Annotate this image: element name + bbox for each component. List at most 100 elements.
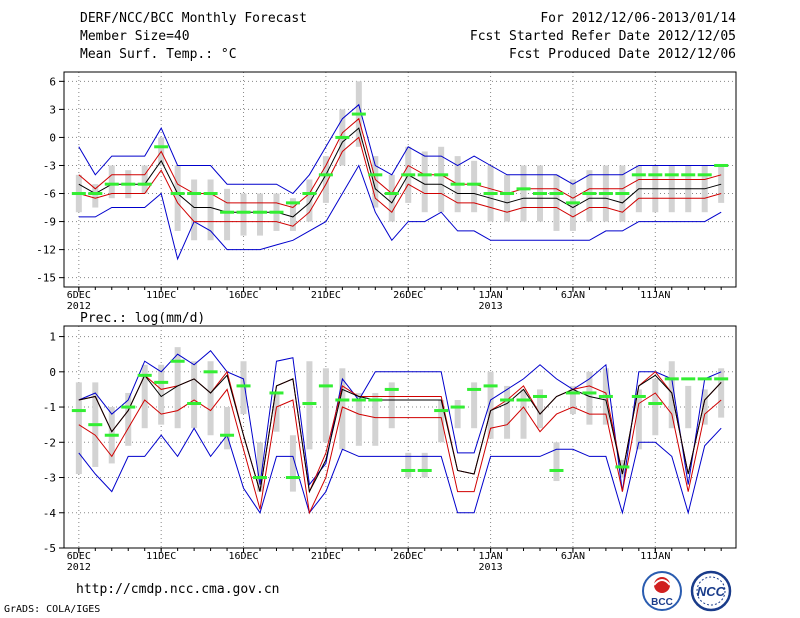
spread-box — [553, 174, 560, 231]
marker-point — [714, 377, 729, 381]
xtick-label: 11DEC — [146, 290, 176, 301]
marker-point — [598, 192, 613, 196]
spread-box — [108, 165, 115, 199]
marker-point — [681, 173, 696, 177]
header-right: For 2012/12/06-2013/01/14 Fcst Started R… — [470, 10, 736, 64]
marker-point — [631, 173, 646, 177]
marker-point — [335, 398, 350, 402]
series-max-line — [78, 349, 722, 492]
spread-box — [372, 156, 379, 208]
spread-box — [454, 400, 461, 429]
marker-point — [137, 373, 152, 377]
spread-box — [174, 165, 181, 231]
marker-point — [434, 173, 449, 177]
marker-point — [71, 192, 86, 196]
spread-box — [652, 378, 659, 436]
spread-box — [619, 459, 626, 478]
source-url[interactable]: http://cmdp.ncc.cma.gov.cn — [76, 582, 280, 597]
ytick-label: -4 — [43, 507, 57, 520]
marker-point — [285, 201, 300, 205]
ncc-logo-text: NCC — [697, 584, 726, 599]
marker-point — [253, 210, 267, 214]
marker-point — [615, 465, 630, 469]
spread-box — [569, 179, 576, 231]
series-min-line — [78, 164, 722, 261]
spread-box — [421, 151, 428, 213]
xtick-label: 16DEC — [228, 290, 258, 301]
marker-point — [417, 468, 432, 472]
marker-point — [104, 182, 119, 186]
spread-box — [257, 193, 263, 236]
xtick-sublabel: 2013 — [479, 562, 503, 573]
marker-point — [648, 173, 663, 177]
marker-point — [565, 391, 580, 395]
ytick-label: -1 — [43, 401, 56, 414]
series-lower-line — [78, 388, 722, 515]
spread-box — [586, 371, 593, 425]
marker-point — [450, 182, 465, 186]
marker-point — [417, 173, 432, 177]
ytick-label: 6 — [49, 75, 56, 88]
marker-point — [203, 192, 218, 196]
marker-point — [533, 394, 547, 398]
marker-point — [368, 398, 383, 402]
marker-point — [401, 173, 416, 177]
spread-box — [504, 385, 511, 439]
marker-point — [565, 201, 580, 205]
spread-box — [240, 193, 247, 236]
spread-box — [306, 179, 313, 222]
spread-box — [405, 452, 412, 478]
spread-box — [224, 407, 231, 450]
marker-point — [253, 476, 267, 480]
xtick-label: 26DEC — [393, 551, 423, 562]
ytick-label: -3 — [43, 472, 56, 485]
spread-box — [273, 392, 280, 432]
marker-point — [697, 377, 712, 381]
spread-box — [421, 452, 428, 478]
series-mean-line — [78, 127, 722, 218]
xtick-label: 11JAN — [640, 551, 670, 562]
marker-point — [664, 173, 679, 177]
spread-box — [701, 389, 708, 425]
forecast-range: For 2012/12/06-2013/01/14 — [540, 11, 736, 26]
marker-point — [434, 409, 449, 413]
ytick-label: -12 — [36, 244, 56, 257]
marker-point — [269, 391, 284, 395]
plot-frame — [63, 325, 737, 549]
marker-point — [121, 182, 136, 186]
marker-point — [401, 468, 416, 472]
marker-point — [170, 192, 185, 196]
marker-point — [220, 433, 235, 437]
spread-box — [520, 389, 527, 439]
ncc-logo: NCC — [690, 570, 732, 612]
ytick-label: -6 — [43, 188, 56, 201]
series-max-line — [78, 103, 722, 195]
variable-label: Mean Surf. Temp.: °C — [80, 47, 237, 62]
marker-point — [483, 192, 498, 196]
spread-box — [438, 400, 445, 443]
forecast-title: DERF/NCC/BCC Monthly Forecast — [80, 11, 307, 26]
forecast-started: Fcst Started Refer Date 2012/12/05 — [469, 29, 736, 44]
spread-box — [586, 170, 593, 222]
spread-box — [207, 179, 214, 241]
marker-point — [384, 387, 399, 391]
ytick-label: -3 — [43, 159, 56, 172]
spread-box — [718, 368, 725, 418]
ytick-label: 3 — [49, 103, 56, 116]
ytick-label: -5 — [43, 542, 56, 555]
spread-box — [635, 389, 642, 450]
ytick-label: 0 — [49, 131, 56, 144]
marker-point — [582, 391, 597, 395]
xtick-label: 16DEC — [228, 551, 258, 562]
ytick-label: -2 — [43, 436, 56, 449]
forecast-produced: Fcst Produced Date 2012/12/06 — [509, 47, 736, 62]
marker-point — [302, 192, 317, 196]
marker-point — [467, 182, 482, 186]
xtick-label: 6JAN — [561, 551, 585, 562]
xtick-sublabel: 2013 — [479, 301, 503, 312]
grads-credit: GrADS: COLA/IGES — [4, 604, 101, 615]
marker-point — [533, 192, 547, 196]
marker-point — [549, 468, 564, 472]
marker-point — [516, 187, 531, 191]
